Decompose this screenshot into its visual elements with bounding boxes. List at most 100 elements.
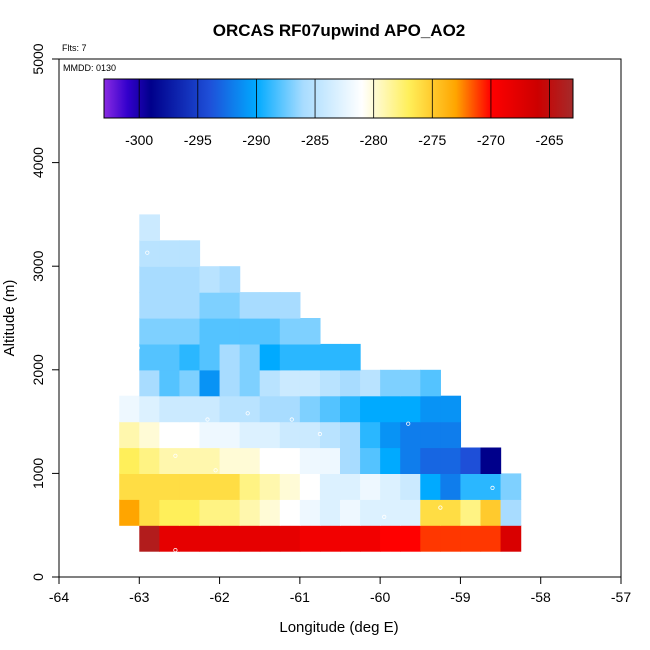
heatmap-cell [139,473,160,500]
heatmap-cell [179,369,201,397]
heatmap-cell [179,473,201,500]
heatmap-cell [219,292,241,319]
heatmap-cell [299,395,321,423]
colorbar-tick-label: -295 [184,132,212,148]
heatmap-cell [420,525,441,552]
heatmap-cell [279,499,301,526]
heatmap-cell [279,292,301,319]
heatmap-cell [319,395,341,423]
x-tick-label: -63 [129,589,149,605]
sample-point [438,505,443,510]
sample-point [269,557,274,563]
plot-frame [58,58,622,578]
heatmap-cell [299,525,321,552]
heatmap-cell [179,343,201,371]
heatmap-cell [299,447,321,474]
heatmap-cell [259,318,281,345]
sample-point [245,411,250,416]
heatmap-cell [340,343,361,371]
heatmap-cell [119,421,140,449]
heatmap-cell [159,499,181,526]
heatmap-cell [199,266,221,293]
heatmap-cell [159,266,181,293]
heatmap-cell [420,395,441,423]
heatmap-cell [319,369,341,397]
heatmap-cell [139,369,160,397]
heatmap-cell [360,447,381,474]
heatmap-cell [199,447,221,474]
heatmap-cell [319,499,341,526]
heatmap-cell [440,499,462,526]
heatmap-cell [299,421,321,449]
heatmap-cell [380,369,401,397]
heatmap-cell [319,421,341,449]
heatmap-cell [319,343,341,371]
heatmap-cell [279,525,301,552]
heatmap-cell [299,343,321,371]
heatmap-cell [199,318,221,345]
heatmap-cell [480,447,502,474]
heatmap-cell [480,499,502,526]
heatmap-cell [219,395,241,423]
sample-point [289,417,294,422]
heatmap-cell [139,499,160,526]
heatmap-cell [259,473,281,500]
colorbar-tick-label: -265 [536,132,564,148]
heatmap-cell [460,525,482,552]
heatmap-cell [159,421,181,449]
heatmap-cell [440,525,462,552]
heatmap-cell [360,395,381,423]
sample-point [390,557,395,563]
heatmap-cell [159,395,181,423]
flights-count-label: Flts: 7 [62,43,87,53]
heatmap-cell [119,499,140,526]
sample-point [145,250,150,255]
heatmap-cell [219,421,241,449]
y-tick-label: 5000 [30,43,46,74]
y-tick-label: 0 [30,573,46,581]
heatmap-cell [299,369,321,397]
heatmap-cell [400,525,421,552]
sample-point [237,556,242,561]
heatmap-cell [340,395,361,423]
heatmap-cell [360,525,381,552]
heatmap-cell [259,447,281,474]
heatmap-cell [199,395,221,423]
heatmap-cell [179,292,201,319]
heatmap-cell [179,447,201,474]
sample-point [205,417,210,422]
heatmap-cell [199,292,221,319]
heatmap-cell [279,447,301,474]
heatmap-cell [279,343,301,371]
heatmap-cell [239,421,261,449]
sample-point [382,514,387,520]
heatmap-cell [159,369,181,397]
heatmap-cell [380,499,401,526]
heatmap-cell [139,395,160,423]
sample-point [135,345,140,351]
y-tick-label: 1000 [30,458,46,489]
heatmap-cells [119,214,522,552]
colorbar-tick-label: -270 [477,132,505,148]
colorbar-tick-label: -275 [418,132,446,148]
sample-point [142,558,147,563]
heatmap-cell [239,292,261,319]
heatmap-cell [239,395,261,423]
colorbar: -300 -295 -290 -285 -280 -275 -270 -265 [103,78,574,148]
heatmap-cell [179,421,201,449]
heatmap-cell [159,240,181,267]
heatmap-cell [159,525,181,552]
heatmap-cell [279,473,301,500]
x-tick-label: -62 [209,589,229,605]
sample-point [213,468,218,473]
heatmap-cell [219,343,241,371]
sample-point [317,431,322,437]
date-label: MMDD: 0130 [63,63,116,73]
heatmap-cell [139,214,160,241]
heatmap-cell [219,369,241,397]
heatmap-cell [219,473,241,500]
heatmap-cell [159,447,181,474]
heatmap-cell [500,499,522,526]
sample-point [426,557,431,563]
